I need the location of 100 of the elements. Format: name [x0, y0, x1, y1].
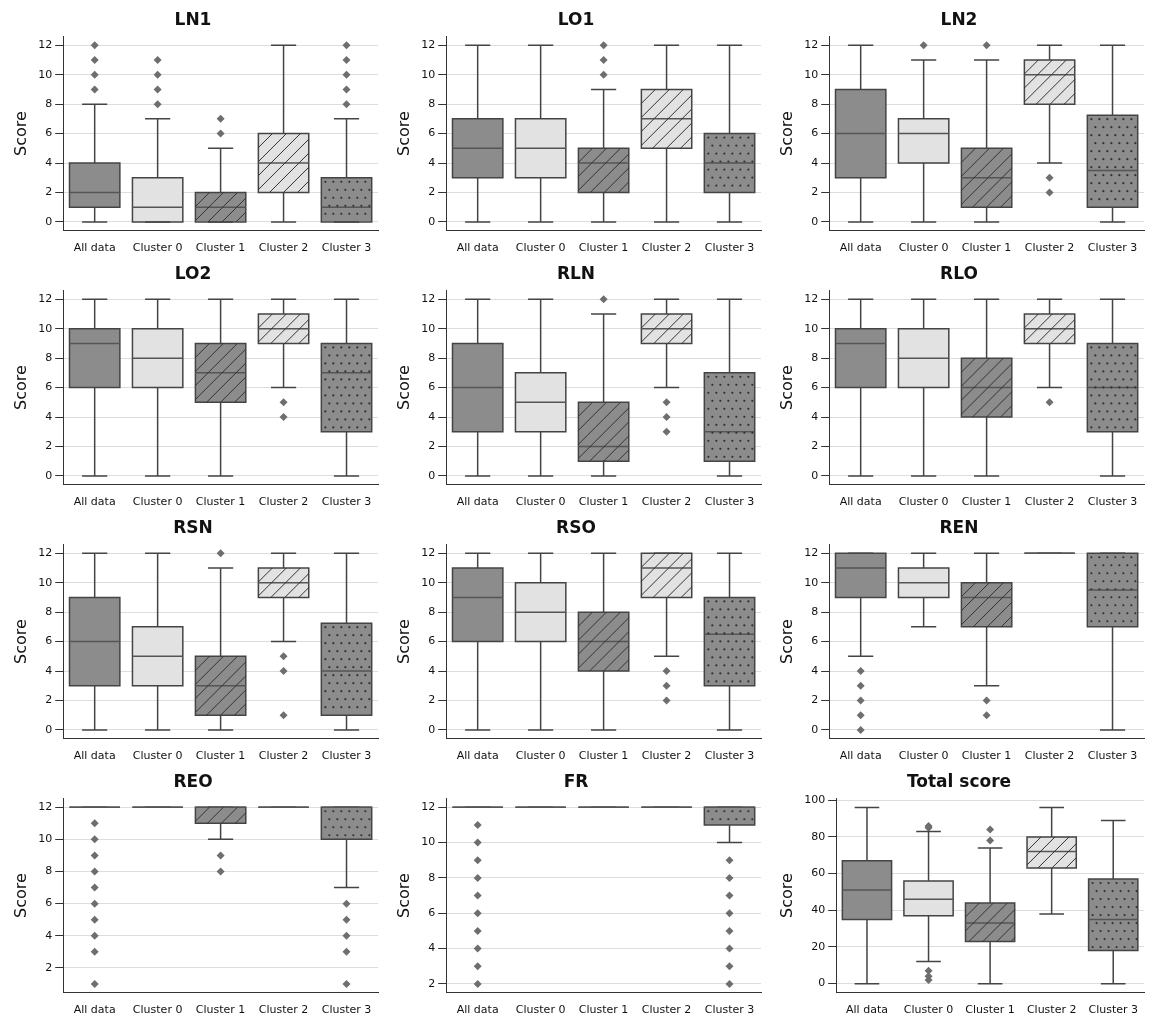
x-tick-label: Cluster 3: [321, 241, 372, 255]
x-tick-label: Cluster 2: [1024, 495, 1075, 509]
y-tick-label: 12: [804, 292, 819, 306]
y-tick-label: 10: [421, 575, 436, 589]
x-tick-label: Cluster 0: [515, 495, 566, 509]
x-tick-label: Cluster 3: [321, 1003, 372, 1017]
x-tick-label: Cluster 0: [515, 749, 566, 763]
x-tick-label: All data: [846, 1003, 888, 1017]
y-tick-label: 8: [428, 351, 436, 364]
y-tick-label: 4: [428, 155, 436, 169]
x-tick-label: Cluster 0: [132, 1003, 183, 1017]
chart-title: REN: [939, 516, 979, 537]
x-tick-label: Cluster 0: [132, 241, 183, 255]
x-tick-label: Cluster 2: [1026, 1003, 1077, 1017]
x-tick-label: Cluster 0: [132, 749, 183, 763]
chart-title: REO: [173, 770, 213, 791]
y-tick-label: 12: [421, 546, 436, 560]
y-tick-label: 2: [428, 439, 436, 453]
y-axis-title: Score: [10, 619, 30, 665]
y-tick-label: 4: [45, 663, 53, 677]
y-tick-label: 4: [811, 663, 819, 677]
y-tick-label: 6: [45, 896, 53, 910]
chart-title: LO2: [174, 262, 212, 283]
x-tick-label: Cluster 3: [1087, 241, 1138, 255]
x-tick-label: Cluster 1: [961, 495, 1012, 509]
x-tick-label: Cluster 0: [898, 495, 949, 509]
y-tick-label: 0: [811, 468, 819, 482]
y-tick-label: 0: [45, 468, 53, 482]
y-tick-label: 0: [428, 214, 436, 228]
y-tick-label: 12: [421, 292, 436, 306]
y-axis-title: Score: [776, 111, 796, 157]
x-tick-label: Cluster 1: [578, 1003, 629, 1017]
y-tick-label: 12: [804, 38, 819, 52]
y-tick-label: 10: [804, 67, 819, 81]
x-tick-label: Cluster 1: [578, 749, 629, 763]
y-tick-label: 4: [811, 409, 819, 423]
x-tick-label: Cluster 3: [704, 749, 755, 763]
x-tick-label: Cluster 2: [641, 1003, 692, 1017]
x-tick-label: Cluster 0: [132, 495, 183, 509]
x-tick-label: All data: [456, 1003, 499, 1017]
y-axis-title: Score: [776, 365, 796, 411]
chart-title: FR: [563, 770, 589, 791]
chart-title: LN2: [940, 8, 978, 29]
y-tick-label: 2: [811, 439, 819, 453]
x-tick-label: Cluster 1: [578, 241, 629, 255]
y-tick-label: 2: [811, 185, 819, 199]
y-tick-label: 2: [45, 960, 53, 974]
y-tick-label: 4: [428, 941, 436, 955]
chart-title: LO1: [557, 8, 595, 29]
y-tick-label: 6: [811, 380, 819, 394]
x-tick-label: Cluster 1: [195, 1003, 246, 1017]
x-tick-label: Cluster 3: [704, 241, 755, 255]
x-tick-label: All data: [839, 241, 882, 255]
y-axis-title: Score: [393, 365, 413, 411]
y-tick-label: 10: [421, 67, 436, 81]
x-tick-label: Cluster 2: [641, 749, 692, 763]
y-tick-label: 10: [38, 575, 53, 589]
x-tick-label: Cluster 0: [898, 749, 949, 763]
x-tick-label: Cluster 2: [1024, 241, 1075, 255]
y-tick-label: 2: [428, 976, 436, 990]
y-tick-label: 8: [428, 605, 436, 618]
chart-title: RLN: [556, 262, 596, 283]
y-tick-label: 2: [428, 693, 436, 707]
y-tick-label: 80: [811, 829, 826, 843]
y-tick-label: 8: [811, 351, 819, 364]
x-tick-label: All data: [456, 241, 499, 255]
x-tick-label: Cluster 0: [898, 241, 949, 255]
y-tick-label: 2: [428, 185, 436, 199]
x-tick-label: Cluster 0: [903, 1003, 954, 1017]
x-tick-label: All data: [73, 495, 116, 509]
y-tick-label: 4: [45, 928, 53, 942]
y-axis-title: Score: [776, 619, 796, 665]
x-tick-label: Cluster 2: [1024, 749, 1075, 763]
y-tick-label: 4: [811, 155, 819, 169]
y-tick-label: 2: [45, 693, 53, 707]
y-tick-label: 8: [45, 351, 53, 364]
x-tick-label: Cluster 2: [258, 495, 309, 509]
y-tick-label: 6: [428, 906, 436, 920]
x-tick-label: Cluster 0: [515, 241, 566, 255]
x-tick-label: All data: [839, 495, 882, 509]
y-tick-label: 0: [818, 976, 826, 990]
y-tick-label: 0: [45, 214, 53, 228]
y-tick-label: 60: [811, 866, 826, 880]
y-axis-title: Score: [10, 873, 30, 919]
y-tick-label: 8: [45, 605, 53, 618]
y-tick-label: 10: [38, 321, 53, 335]
y-tick-label: 2: [45, 439, 53, 453]
y-tick-label: 12: [421, 38, 436, 52]
x-tick-label: Cluster 1: [961, 241, 1012, 255]
y-tick-label: 6: [428, 634, 436, 648]
y-tick-label: 8: [428, 97, 436, 110]
y-tick-label: 6: [428, 380, 436, 394]
y-axis-title: Score: [393, 619, 413, 665]
y-tick-label: 0: [811, 214, 819, 228]
x-tick-label: Cluster 3: [321, 749, 372, 763]
y-tick-label: 6: [428, 126, 436, 140]
y-tick-label: 4: [45, 409, 53, 423]
x-tick-label: Cluster 1: [578, 495, 629, 509]
y-tick-label: 0: [428, 722, 436, 736]
y-tick-label: 12: [421, 800, 436, 814]
